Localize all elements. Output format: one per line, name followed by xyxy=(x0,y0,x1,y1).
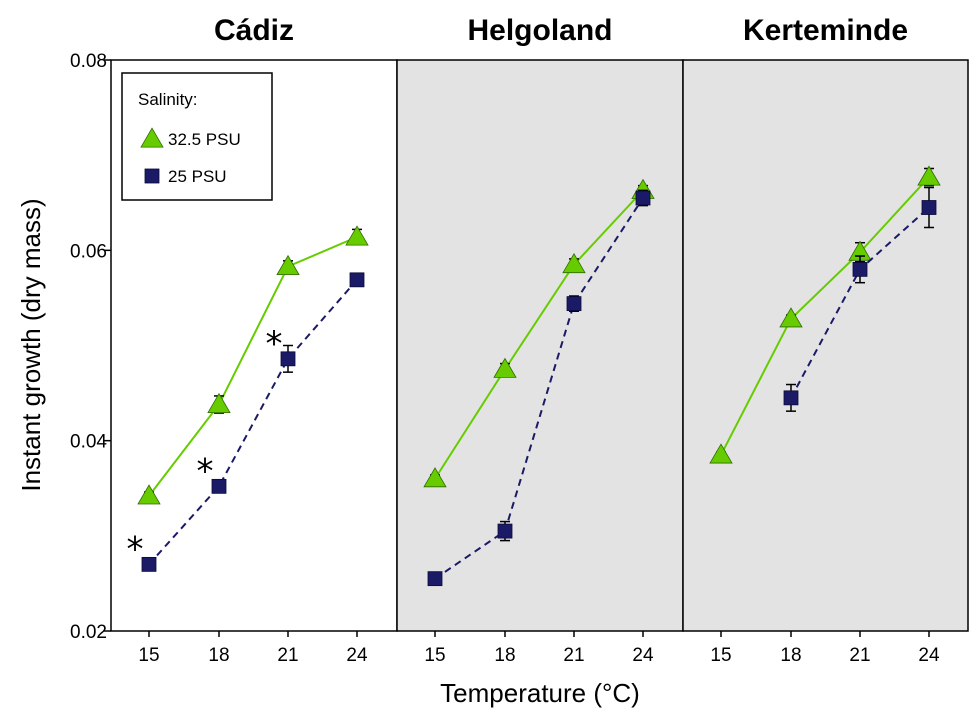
point-32-5-psu xyxy=(779,307,803,328)
point-32-5-psu xyxy=(917,165,941,186)
series-line-32-5-psu xyxy=(720,176,930,456)
point-25-psu xyxy=(427,571,443,587)
panel-title: Cádiz xyxy=(214,14,294,47)
point-32-5-psu xyxy=(137,484,161,505)
point-32-5-psu xyxy=(709,443,733,464)
x-tick-label: 18 xyxy=(208,645,229,666)
significance-marker: * xyxy=(266,324,283,364)
point-32-5-psu xyxy=(276,254,300,276)
x-tick-label: 18 xyxy=(780,645,801,666)
point-25-psu xyxy=(566,296,582,312)
x-tick-label: 15 xyxy=(424,645,445,666)
x-tick-label: 15 xyxy=(710,645,731,666)
x-axis-title: Temperature (°C) xyxy=(440,678,640,708)
y-tick-label: 0.08 xyxy=(70,51,107,72)
y-tick-label: 0.04 xyxy=(70,432,107,453)
y-axis-title: Instant growth (dry mass) xyxy=(16,198,46,491)
y-tick-label: 0.06 xyxy=(70,241,107,262)
axes-layer: 0.02 0.04 0.06 0.08 15 18 21 24 15 18 21 24 15 18 21 24 xyxy=(70,51,940,666)
point-25-psu xyxy=(783,390,799,406)
series-line-25-psu xyxy=(148,279,358,566)
x-tick-label: 21 xyxy=(849,645,870,666)
panel-background xyxy=(396,59,684,632)
x-tick-label: 18 xyxy=(494,645,515,666)
point-32-5-psu xyxy=(345,225,369,246)
point-32-5-psu xyxy=(423,467,447,488)
point-25-psu xyxy=(280,351,296,367)
panel-title: Helgoland xyxy=(467,14,612,47)
x-tick-label: 24 xyxy=(632,645,654,666)
x-tick-label: 24 xyxy=(346,645,368,666)
point-25-psu xyxy=(921,200,937,215)
y-tick-label: 0.02 xyxy=(70,622,107,643)
legend-label-25-psu: 25 PSU xyxy=(168,167,227,186)
point-25-psu xyxy=(141,556,157,572)
legend-marker-25-psu xyxy=(144,168,160,184)
marks-layer: * * * xyxy=(127,165,941,587)
point-32-5-psu xyxy=(493,357,517,378)
point-25-psu xyxy=(852,261,868,277)
series-line-25-psu xyxy=(434,197,644,580)
x-tick-label: 21 xyxy=(563,645,584,666)
point-32-5-psu xyxy=(562,253,586,274)
point-25-psu xyxy=(635,190,651,206)
series-line-32-5-psu xyxy=(434,189,644,480)
x-tick-label: 21 xyxy=(277,645,298,666)
panel-title: Kerteminde xyxy=(743,14,908,47)
legend-marker-32-5-psu xyxy=(140,127,164,148)
point-32-5-psu xyxy=(207,392,231,414)
point-25-psu xyxy=(497,523,513,539)
legend-label-32-5-psu: 32.5 PSU xyxy=(168,130,241,149)
significance-marker: * xyxy=(197,451,214,491)
legend: Salinity: 32.5 PSU 25 PSU xyxy=(121,72,273,201)
x-tick-label: 15 xyxy=(138,645,159,666)
point-25-psu xyxy=(211,478,227,494)
x-tick-label: 24 xyxy=(918,645,940,666)
significance-marker: * xyxy=(127,529,144,569)
panel-background xyxy=(682,59,969,632)
point-25-psu xyxy=(349,272,365,288)
series-line-32-5-psu xyxy=(148,236,358,497)
legend-title: Salinity: xyxy=(138,90,198,109)
